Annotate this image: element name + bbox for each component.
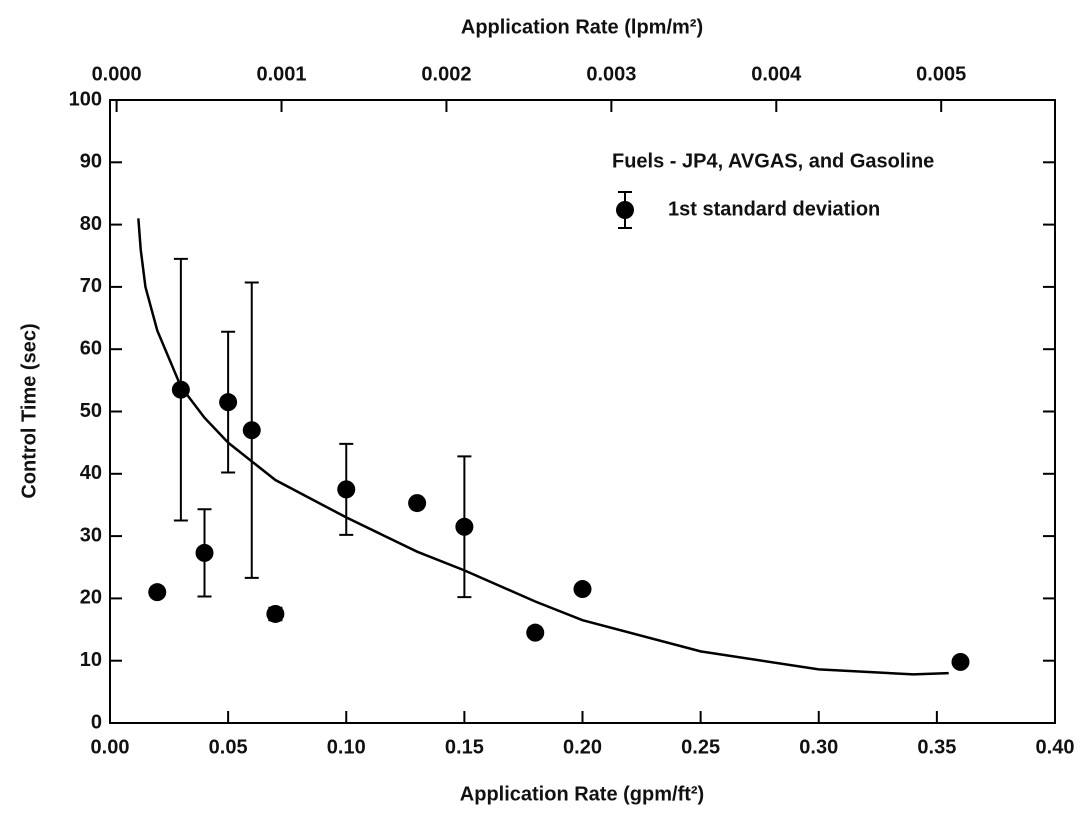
x2-tick-label: 0.002 bbox=[421, 63, 471, 85]
y-tick-label: 60 bbox=[80, 337, 102, 359]
x-tick-label: 0.05 bbox=[209, 736, 248, 758]
fit-curve bbox=[137, 218, 949, 676]
x-tick-label: 0.10 bbox=[327, 736, 366, 758]
data-point bbox=[148, 583, 167, 602]
legend-marker bbox=[616, 201, 634, 219]
y-tick-label: 70 bbox=[80, 275, 102, 297]
data-point bbox=[219, 393, 238, 412]
data-point bbox=[171, 380, 190, 399]
data-point bbox=[408, 494, 427, 513]
data-point bbox=[526, 623, 545, 642]
x2-tick-label: 0.001 bbox=[256, 63, 306, 85]
data-point bbox=[455, 517, 474, 536]
data-point bbox=[337, 480, 356, 499]
x-tick-label: 0.15 bbox=[445, 736, 484, 758]
x-axis-title: Application Rate (gpm/ft²) bbox=[460, 783, 704, 805]
legend-label: 1st standard deviation bbox=[668, 198, 880, 220]
x2-tick-label: 0.000 bbox=[92, 63, 142, 85]
y-tick-label: 50 bbox=[80, 400, 102, 422]
legend-title: Fuels - JP4, AVGAS, and Gasoline bbox=[612, 150, 934, 172]
x-tick-label: 0.25 bbox=[681, 736, 720, 758]
top-axis-title: Application Rate (lpm/m²) bbox=[461, 16, 703, 38]
y-tick-label: 0 bbox=[91, 711, 102, 733]
data-point bbox=[573, 580, 592, 599]
y-tick-label: 20 bbox=[80, 587, 102, 609]
y-tick-label: 90 bbox=[80, 151, 102, 173]
y-tick-label: 100 bbox=[69, 88, 102, 110]
x-tick-label: 0.30 bbox=[799, 736, 838, 758]
x-tick-label: 0.35 bbox=[917, 736, 956, 758]
data-point bbox=[195, 543, 214, 562]
y-tick-label: 30 bbox=[80, 524, 102, 546]
x2-tick-label: 0.005 bbox=[916, 63, 966, 85]
data-point bbox=[951, 652, 970, 671]
x2-tick-label: 0.004 bbox=[751, 63, 802, 85]
data-point bbox=[266, 604, 285, 623]
x2-tick-label: 0.003 bbox=[586, 63, 636, 85]
x-tick-label: 0.40 bbox=[1036, 736, 1075, 758]
y-axis-title: Control Time (sec) bbox=[18, 323, 40, 498]
data-point bbox=[242, 421, 261, 440]
x-tick-label: 0.00 bbox=[91, 736, 130, 758]
y-tick-label: 80 bbox=[80, 213, 102, 235]
x-tick-label: 0.20 bbox=[563, 736, 602, 758]
y-tick-label: 40 bbox=[80, 462, 102, 484]
y-tick-label: 10 bbox=[80, 649, 102, 671]
